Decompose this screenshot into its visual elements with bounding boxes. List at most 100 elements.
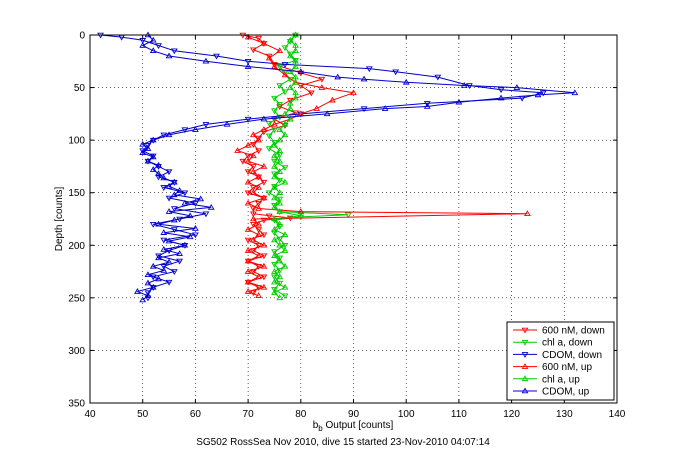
data-point bbox=[271, 274, 278, 281]
data-point bbox=[271, 278, 278, 285]
data-point bbox=[281, 283, 289, 290]
data-point bbox=[249, 185, 257, 191]
data-point bbox=[165, 237, 173, 244]
data-point bbox=[139, 140, 147, 147]
data-point bbox=[165, 131, 173, 138]
data-point bbox=[244, 288, 252, 294]
data-point bbox=[149, 221, 157, 228]
y-tick-label: 200 bbox=[68, 241, 85, 252]
data-point bbox=[149, 153, 157, 160]
data-point bbox=[292, 89, 299, 96]
data-point bbox=[497, 94, 505, 101]
legend-swatch-marker bbox=[521, 339, 529, 346]
data-point bbox=[286, 99, 294, 106]
data-point bbox=[155, 253, 162, 260]
data-point bbox=[160, 267, 168, 273]
data-point bbox=[155, 220, 162, 227]
data-point bbox=[276, 168, 284, 174]
data-point bbox=[281, 110, 289, 117]
data-point bbox=[144, 143, 152, 149]
data-point bbox=[155, 170, 162, 177]
data-point bbox=[281, 131, 289, 138]
data-point bbox=[239, 158, 247, 165]
data-point bbox=[170, 48, 178, 55]
data-point bbox=[139, 296, 147, 303]
data-point bbox=[392, 69, 400, 76]
data-point bbox=[329, 96, 336, 103]
data-point bbox=[297, 212, 305, 219]
legend-swatch-marker bbox=[521, 363, 529, 369]
data-point bbox=[281, 293, 289, 300]
data-point bbox=[249, 215, 257, 222]
data-point bbox=[271, 203, 278, 210]
data-point bbox=[265, 213, 273, 220]
data-point bbox=[260, 115, 268, 122]
data-point bbox=[244, 169, 252, 176]
data-point bbox=[276, 147, 284, 153]
data-point bbox=[286, 36, 294, 43]
data-point bbox=[286, 84, 294, 90]
data-point bbox=[255, 35, 263, 42]
data-point bbox=[223, 120, 231, 127]
data-point bbox=[313, 105, 320, 111]
data-point bbox=[281, 45, 289, 52]
data-point bbox=[271, 226, 278, 232]
data-point bbox=[271, 252, 278, 259]
data-point bbox=[244, 190, 252, 197]
y-tick-label: 350 bbox=[68, 399, 85, 410]
data-point bbox=[260, 283, 268, 290]
data-point bbox=[155, 43, 162, 50]
data-point bbox=[571, 89, 579, 96]
data-point bbox=[271, 289, 278, 295]
series-600-nm-up bbox=[234, 33, 531, 299]
data-point bbox=[165, 279, 173, 286]
data-point bbox=[144, 271, 152, 277]
data-point bbox=[192, 232, 199, 239]
data-point bbox=[249, 164, 257, 170]
data-point bbox=[286, 97, 294, 104]
data-point bbox=[176, 250, 183, 256]
data-point bbox=[402, 78, 410, 85]
data-point bbox=[260, 162, 268, 169]
data-point bbox=[202, 57, 210, 64]
data-point bbox=[255, 183, 263, 190]
data-point bbox=[276, 102, 284, 108]
data-point bbox=[149, 136, 157, 143]
data-point bbox=[260, 253, 268, 260]
data-point bbox=[181, 127, 189, 134]
data-point bbox=[534, 91, 542, 98]
data-point bbox=[192, 126, 199, 132]
data-point bbox=[255, 273, 263, 280]
data-point bbox=[244, 178, 252, 185]
data-point bbox=[244, 59, 252, 65]
data-point bbox=[202, 211, 210, 218]
data-point bbox=[271, 249, 278, 256]
data-point bbox=[260, 217, 268, 224]
data-point bbox=[249, 211, 257, 218]
data-point bbox=[255, 204, 263, 211]
data-point bbox=[271, 194, 278, 201]
data-point bbox=[276, 83, 284, 89]
data-point bbox=[244, 268, 252, 274]
data-point bbox=[281, 262, 289, 269]
y-tick-label: 150 bbox=[68, 188, 85, 199]
data-point bbox=[165, 52, 173, 59]
x-tick-label: 90 bbox=[348, 409, 360, 420]
data-point bbox=[244, 247, 252, 253]
data-point bbox=[186, 212, 194, 219]
data-point bbox=[160, 237, 168, 244]
data-point bbox=[249, 152, 257, 159]
data-point bbox=[255, 252, 263, 259]
data-point bbox=[276, 257, 284, 264]
data-point bbox=[365, 66, 373, 73]
data-point bbox=[265, 190, 273, 197]
data-point bbox=[260, 241, 268, 248]
data-point bbox=[276, 199, 284, 206]
data-point bbox=[271, 261, 278, 268]
data-point bbox=[271, 120, 278, 127]
data-point bbox=[165, 182, 173, 189]
data-point bbox=[423, 103, 431, 109]
data-point bbox=[144, 145, 152, 151]
data-point bbox=[144, 292, 152, 299]
